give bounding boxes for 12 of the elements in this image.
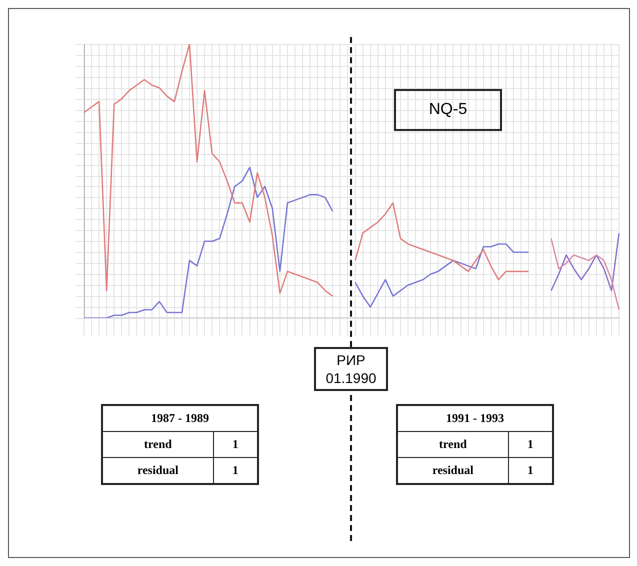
text: 1 — [508, 432, 553, 458]
text: trend — [397, 432, 508, 458]
text: trend — [102, 432, 214, 458]
text: 1 — [213, 432, 258, 458]
text: residual — [102, 458, 214, 484]
text: РИР 01.1990 — [314, 347, 388, 391]
text: 1 — [213, 458, 258, 484]
text: 1991 - 1993 — [397, 405, 553, 432]
text: residual — [397, 458, 508, 484]
text: 1987 - 1989 — [102, 405, 258, 432]
text: 1 — [508, 458, 553, 484]
text-frame: NQ-5 — [394, 89, 502, 131]
